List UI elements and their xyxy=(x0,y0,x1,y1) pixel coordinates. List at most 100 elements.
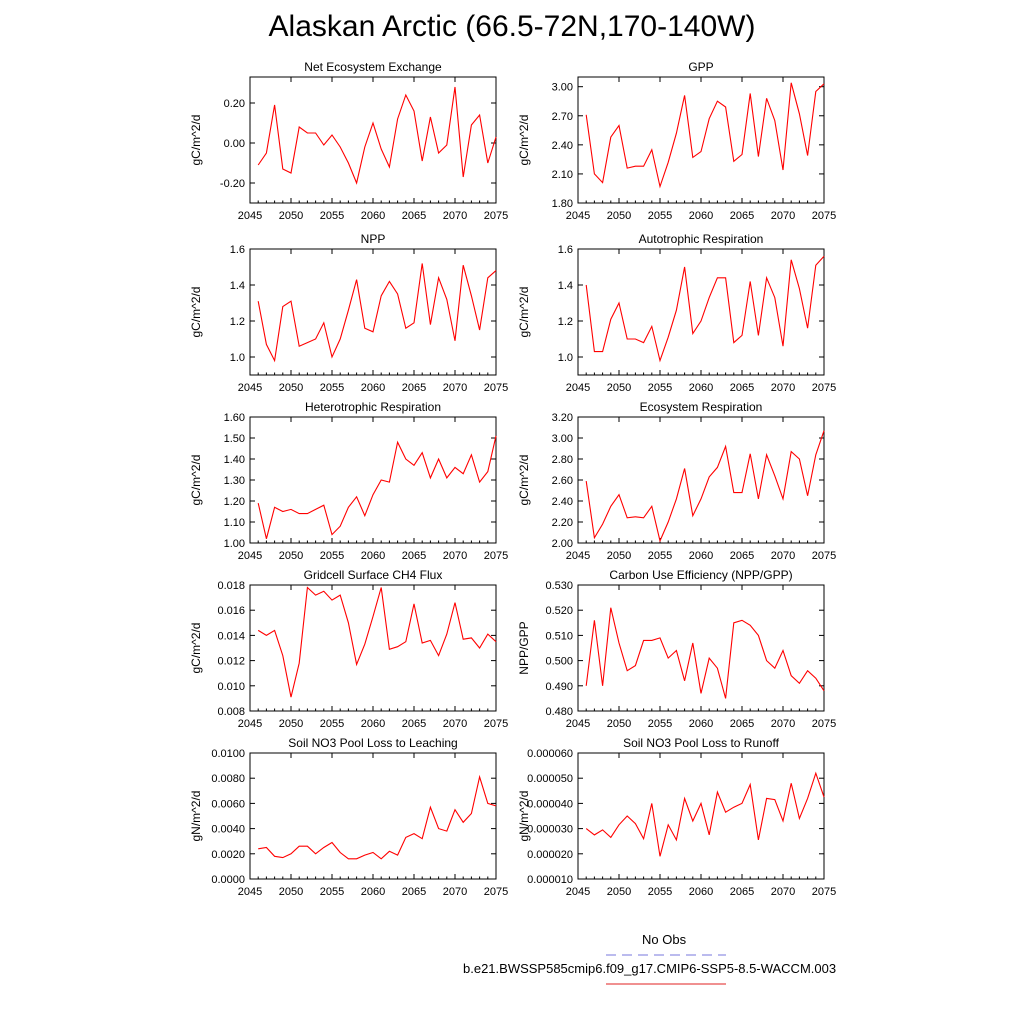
x-tick-label: 2070 xyxy=(443,210,467,222)
y-axis-label: gC/m^2/d xyxy=(189,287,203,338)
x-tick-label: 2050 xyxy=(279,550,303,562)
y-axis-label: gC/m^2/d xyxy=(517,115,531,166)
y-tick-label: 0.010 xyxy=(217,681,245,693)
x-tick-label: 2070 xyxy=(771,886,795,898)
y-axis-label: gC/m^2/d xyxy=(189,115,203,166)
x-tick-label: 2050 xyxy=(279,886,303,898)
y-tick-label: 0.000060 xyxy=(527,748,573,760)
y-tick-label: 1.2 xyxy=(558,316,573,328)
x-tick-label: 2055 xyxy=(320,886,344,898)
plot-frame xyxy=(577,752,825,880)
y-tick-label: 0.016 xyxy=(217,605,245,617)
y-tick-label: 1.10 xyxy=(224,517,245,529)
legend-model-label: b.e21.BWSSP585cmip6.f09_g17.CMIP6-SSP5-8… xyxy=(463,961,837,976)
y-tick-label: 3.00 xyxy=(552,82,573,94)
y-tick-label: 2.40 xyxy=(552,496,573,508)
x-tick-label: 2060 xyxy=(689,550,713,562)
plot-frame xyxy=(577,416,825,544)
plot-frame xyxy=(249,584,497,712)
y-tick-label: 1.6 xyxy=(230,244,245,256)
y-axis-label: gC/m^2/d xyxy=(189,623,203,674)
legend-obs-label: No Obs xyxy=(642,932,687,947)
series-line xyxy=(585,771,825,857)
x-tick-label: 2050 xyxy=(607,550,631,562)
x-tick-label: 2075 xyxy=(812,550,836,562)
x-tick-label: 2065 xyxy=(730,382,754,394)
x-tick-label: 2070 xyxy=(771,210,795,222)
panel-title: GPP xyxy=(688,60,713,74)
panel-title: Soil NO3 Pool Loss to Leaching xyxy=(288,736,457,750)
series-line xyxy=(585,430,825,543)
x-tick-label: 2060 xyxy=(689,382,713,394)
y-tick-label: -0.20 xyxy=(220,178,245,190)
y-tick-label: 0.0000 xyxy=(211,874,245,886)
panel-title: Autotrophic Respiration xyxy=(639,232,764,246)
x-tick-label: 2045 xyxy=(238,210,262,222)
y-tick-label: 1.50 xyxy=(224,433,245,445)
y-tick-label: 1.20 xyxy=(224,496,245,508)
y-tick-label: 0.490 xyxy=(545,681,573,693)
plot-frame xyxy=(249,248,497,376)
x-tick-label: 2045 xyxy=(566,550,590,562)
y-tick-label: 2.60 xyxy=(552,475,573,487)
x-tick-label: 2075 xyxy=(484,550,508,562)
panel-title: Ecosystem Respiration xyxy=(640,400,763,414)
series-line xyxy=(257,435,497,539)
series-line xyxy=(258,774,497,860)
series-line xyxy=(585,255,825,363)
y-tick-label: 0.018 xyxy=(217,580,245,592)
y-tick-label: 0.000020 xyxy=(527,849,573,861)
y-axis-label: gN/m^2/d xyxy=(517,791,531,842)
x-tick-label: 2045 xyxy=(238,718,262,730)
y-tick-label: 2.00 xyxy=(552,538,573,550)
x-tick-label: 2065 xyxy=(402,718,426,730)
x-tick-label: 2050 xyxy=(279,382,303,394)
x-tick-label: 2055 xyxy=(320,210,344,222)
x-tick-label: 2070 xyxy=(443,886,467,898)
y-tick-label: 3.00 xyxy=(552,433,573,445)
y-tick-label: 0.0040 xyxy=(211,824,245,836)
x-tick-label: 2060 xyxy=(361,382,385,394)
x-tick-label: 2050 xyxy=(607,886,631,898)
y-tick-label: 0.510 xyxy=(545,630,573,642)
y-tick-label: 0.012 xyxy=(217,656,245,668)
x-tick-label: 2050 xyxy=(607,718,631,730)
x-tick-label: 2050 xyxy=(279,718,303,730)
panel-title: Gridcell Surface CH4 Flux xyxy=(304,568,443,582)
y-tick-label: 0.000010 xyxy=(527,874,573,886)
x-tick-label: 2075 xyxy=(812,886,836,898)
x-tick-label: 2055 xyxy=(648,382,672,394)
x-tick-label: 2070 xyxy=(771,550,795,562)
y-tick-label: 0.014 xyxy=(217,630,245,642)
x-tick-label: 2070 xyxy=(771,382,795,394)
x-tick-label: 2055 xyxy=(320,550,344,562)
y-tick-label: 2.40 xyxy=(552,140,573,152)
x-tick-label: 2060 xyxy=(689,886,713,898)
y-tick-label: 2.70 xyxy=(552,111,573,123)
y-tick-label: 0.000050 xyxy=(527,773,573,785)
x-tick-label: 2045 xyxy=(566,718,590,730)
x-tick-label: 2075 xyxy=(484,718,508,730)
x-tick-label: 2060 xyxy=(689,718,713,730)
series-line xyxy=(257,86,497,185)
x-tick-label: 2070 xyxy=(443,718,467,730)
x-tick-label: 2065 xyxy=(402,210,426,222)
x-tick-label: 2065 xyxy=(402,550,426,562)
y-tick-label: 0.0080 xyxy=(211,773,245,785)
y-tick-label: 0.500 xyxy=(545,656,573,668)
y-tick-label: 0.00 xyxy=(224,138,245,150)
y-tick-label: 0.520 xyxy=(545,605,573,617)
y-tick-label: 0.000040 xyxy=(527,798,573,810)
y-tick-label: 0.20 xyxy=(224,98,245,110)
series-line xyxy=(585,82,825,189)
x-tick-label: 2065 xyxy=(730,210,754,222)
y-tick-label: 2.20 xyxy=(552,517,573,529)
x-tick-label: 2050 xyxy=(279,210,303,222)
x-tick-label: 2045 xyxy=(238,550,262,562)
x-tick-label: 2065 xyxy=(402,886,426,898)
y-tick-label: 1.60 xyxy=(224,412,245,424)
y-tick-label: 1.4 xyxy=(558,280,573,292)
x-tick-label: 2075 xyxy=(812,382,836,394)
y-tick-label: 2.80 xyxy=(552,454,573,466)
